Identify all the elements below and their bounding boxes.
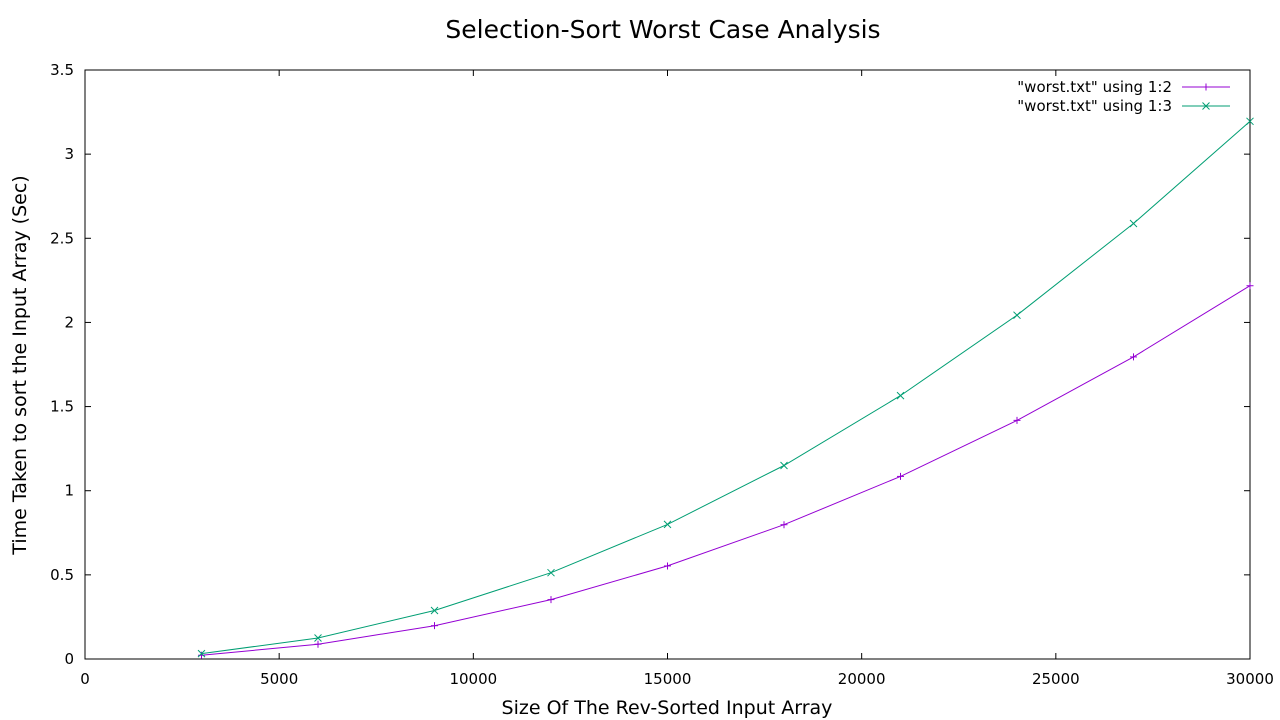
data-point	[431, 622, 438, 630]
marker-stroke	[1129, 219, 1138, 228]
x-tick-label: 15000	[644, 670, 692, 688]
y-tick-label: 0	[64, 650, 74, 668]
series-line-1	[201, 285, 1251, 656]
data-point	[314, 640, 322, 648]
marker-stroke	[1246, 117, 1254, 126]
y-tick-label: 2	[64, 313, 74, 331]
legend-marker-2	[1202, 102, 1210, 110]
chart-title: Selection-Sort Worst Case Analysis	[445, 15, 880, 44]
data-point	[547, 568, 555, 577]
data-point	[1129, 219, 1138, 228]
data-point	[664, 562, 671, 570]
axis-ticks: 0 5000 10000 15000 20000 25000 30000 0 0.5 1 1.5 2 2…	[50, 61, 1274, 688]
data-point	[1246, 282, 1254, 290]
x-tick-label: 0	[80, 670, 90, 688]
data-point	[197, 649, 206, 658]
data-point	[1013, 416, 1021, 424]
series-1	[198, 282, 1254, 659]
x-tick-label: 5000	[260, 670, 298, 688]
plot-frame	[84, 69, 1251, 660]
marker-stroke	[430, 606, 439, 615]
data-point	[780, 461, 788, 470]
data-point	[1246, 117, 1254, 126]
data-point	[897, 472, 904, 480]
x-tick-label: 10000	[449, 670, 497, 688]
data-point	[1130, 353, 1137, 361]
x-tick-label: 25000	[1032, 670, 1080, 688]
y-tick-label: 3	[64, 145, 74, 163]
x-tick-label: 30000	[1226, 670, 1274, 688]
y-axis-label: Time Taken to sort the Input Array (Sec)	[9, 175, 31, 555]
legend-marker-1	[1202, 83, 1210, 91]
series-line-2	[201, 120, 1251, 655]
marker-stroke	[896, 391, 905, 400]
y-tick-label: 2.5	[50, 229, 74, 247]
y-tick-label: 0.5	[50, 566, 74, 584]
marker-stroke	[547, 568, 555, 577]
data-point	[896, 391, 905, 400]
series-layer	[197, 117, 1254, 659]
y-tick-label: 1.5	[50, 398, 74, 416]
y-tick-label: 1	[64, 482, 74, 500]
x-axis-label: Size Of The Rev-Sorted Input Array	[502, 697, 833, 719]
plot-border	[84, 69, 1251, 660]
marker-stroke	[197, 649, 206, 658]
marker-stroke	[780, 461, 788, 470]
data-point	[663, 520, 672, 529]
y-tick-label: 3.5	[50, 61, 74, 79]
x-tick-label: 20000	[838, 670, 886, 688]
marker-stroke	[314, 634, 322, 642]
marker-stroke	[663, 520, 672, 529]
marker-stroke	[1202, 102, 1210, 110]
data-point	[780, 521, 788, 529]
data-point	[1013, 311, 1021, 320]
legend-label-1: "worst.txt" using 1:2	[1017, 78, 1172, 96]
data-point	[430, 606, 439, 615]
marker-stroke	[1013, 311, 1021, 320]
data-point	[314, 634, 322, 642]
series-2	[197, 117, 1254, 658]
legend-label-2: "worst.txt" using 1:3	[1017, 97, 1172, 115]
legend: "worst.txt" using 1:2"worst.txt" using 1…	[1017, 78, 1230, 115]
data-point	[547, 596, 555, 604]
